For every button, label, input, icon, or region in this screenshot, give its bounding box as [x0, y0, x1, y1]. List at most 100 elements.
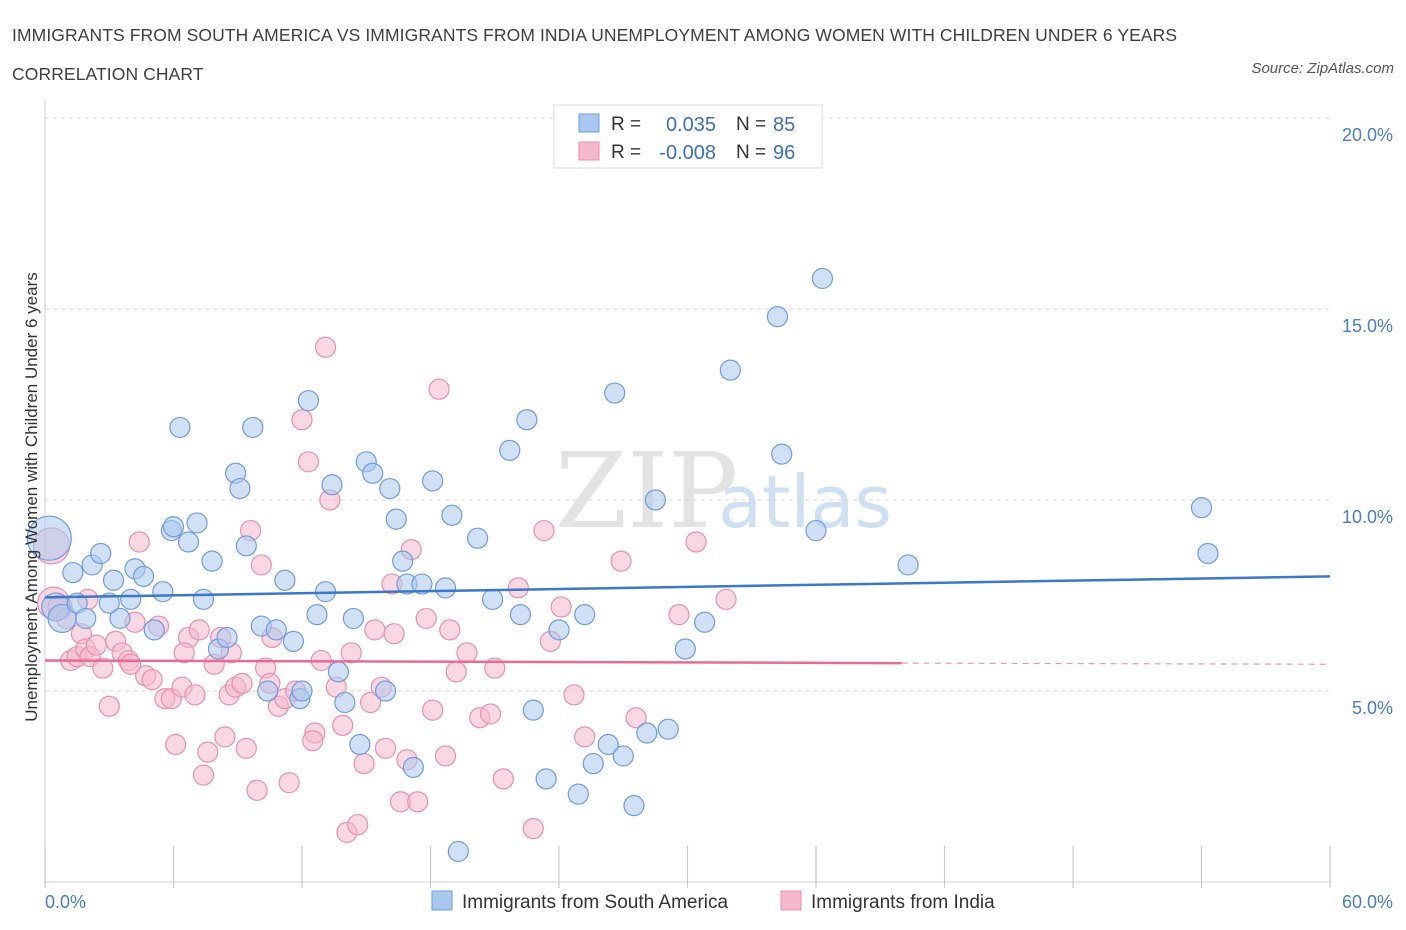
india-point: [353, 752, 375, 775]
south-america-point: [334, 691, 356, 714]
stats-legend: R = 0.035 N = 85 R = -0.008 N = 96: [553, 104, 823, 169]
south-america-point: [265, 619, 287, 641]
legend-r-label-2: R =: [611, 142, 641, 163]
india-point: [668, 603, 690, 626]
south-america-point: [169, 416, 191, 439]
legend-n-value-1: 85: [773, 114, 795, 136]
south-america-point: [177, 531, 200, 553]
bottom-legend-label-india: Immigrants from India: [811, 892, 995, 913]
south-america-point: [582, 752, 604, 775]
south-america-point: [402, 756, 424, 779]
india-point: [173, 642, 195, 664]
bottom-legend-swatch-india: [780, 890, 802, 911]
india-point: [250, 554, 272, 576]
india-point: [428, 378, 450, 400]
india-point: [625, 707, 647, 729]
india-point: [214, 726, 236, 748]
south-america-point: [242, 416, 264, 439]
india-point: [492, 768, 514, 790]
india-point: [120, 653, 142, 675]
legend-r-value-2: -0.008: [659, 142, 716, 164]
gridlines: [45, 117, 1330, 692]
india-point: [340, 642, 362, 664]
y-tick-label: 20.0%: [1342, 125, 1393, 145]
south-america-point: [522, 699, 544, 721]
india-point: [291, 409, 313, 431]
y-axis-label: Unemployment Among Women with Children U…: [22, 272, 41, 721]
south-america-point: [120, 588, 142, 610]
south-america-point: [229, 477, 251, 500]
south-america-point: [657, 718, 679, 740]
watermark-atlas: atlas: [718, 460, 892, 544]
south-america-point: [694, 611, 716, 633]
india-point: [235, 737, 257, 759]
south-america-point: [342, 607, 364, 630]
south-america-point: [392, 550, 414, 572]
south-america-point: [297, 390, 320, 412]
south-america-point: [201, 550, 223, 572]
south-america-point: [216, 626, 238, 649]
south-america-point: [306, 603, 328, 626]
south-america-point: [623, 794, 645, 817]
trend-lines: [44, 575, 1331, 665]
south-america-point: [291, 680, 313, 702]
india-point: [479, 703, 502, 725]
india-point: [415, 607, 437, 630]
india-point: [685, 531, 707, 553]
south-america-point: [604, 382, 626, 404]
india-point: [610, 550, 632, 572]
india-point: [456, 642, 478, 664]
south-america-point: [516, 409, 538, 431]
source-label: Source: ZipAtlas.com: [1251, 60, 1394, 77]
south-america-point: [109, 607, 131, 630]
south-america-point: [644, 489, 666, 511]
south-america-point: [257, 680, 279, 702]
legend-swatch-south-america: [578, 113, 600, 133]
india-point: [231, 672, 253, 694]
india-point: [533, 519, 555, 542]
y-tick-labels: 5.0% 10.0% 15.0% 20.0%: [1342, 125, 1393, 718]
india-points: [32, 336, 737, 843]
south-america-point: [719, 359, 741, 381]
india-point: [550, 596, 572, 618]
south-america-point: [282, 630, 305, 652]
south-america-point: [62, 561, 84, 584]
south-america-point: [567, 783, 589, 805]
south-america-point: [75, 607, 97, 630]
south-america-point: [192, 588, 215, 610]
south-america-point: [362, 462, 384, 484]
y-tick-label: 15.0%: [1342, 316, 1393, 336]
x-tick-label-max: 60.0%: [1342, 892, 1393, 912]
south-america-point: [612, 745, 634, 767]
south-america-point: [374, 680, 397, 702]
legend-n-value-2: 96: [773, 142, 795, 164]
india-point: [85, 634, 108, 656]
south-america-point: [636, 722, 658, 744]
south-america-point: [499, 439, 521, 461]
y-tick-label: 10.0%: [1342, 507, 1393, 527]
india-point: [407, 791, 429, 813]
bottom-legend-label-south-america: Immigrants from South America: [462, 892, 729, 913]
india-point: [439, 619, 461, 641]
legend-swatch-india: [578, 141, 600, 161]
india-point: [332, 714, 354, 736]
india-point: [188, 619, 210, 641]
india-point: [128, 531, 150, 553]
south-america-point: [597, 733, 619, 756]
india-point: [715, 588, 737, 610]
bottom-legend-swatch-south-america: [431, 890, 453, 911]
south-america-point: [152, 581, 174, 603]
india-point: [422, 699, 444, 721]
india-point: [507, 577, 529, 599]
india-point: [302, 730, 324, 752]
legend-r-value-1: 0.035: [666, 114, 716, 136]
india-trend-line: [44, 659, 902, 665]
india-point: [297, 451, 320, 473]
south-america-point: [482, 588, 504, 610]
india-point: [522, 817, 544, 840]
india-point: [246, 779, 268, 801]
legend-n-label-2: N =: [736, 142, 766, 163]
south-america-point: [98, 592, 120, 614]
india-point: [563, 684, 585, 706]
south-america-point: [235, 535, 257, 557]
